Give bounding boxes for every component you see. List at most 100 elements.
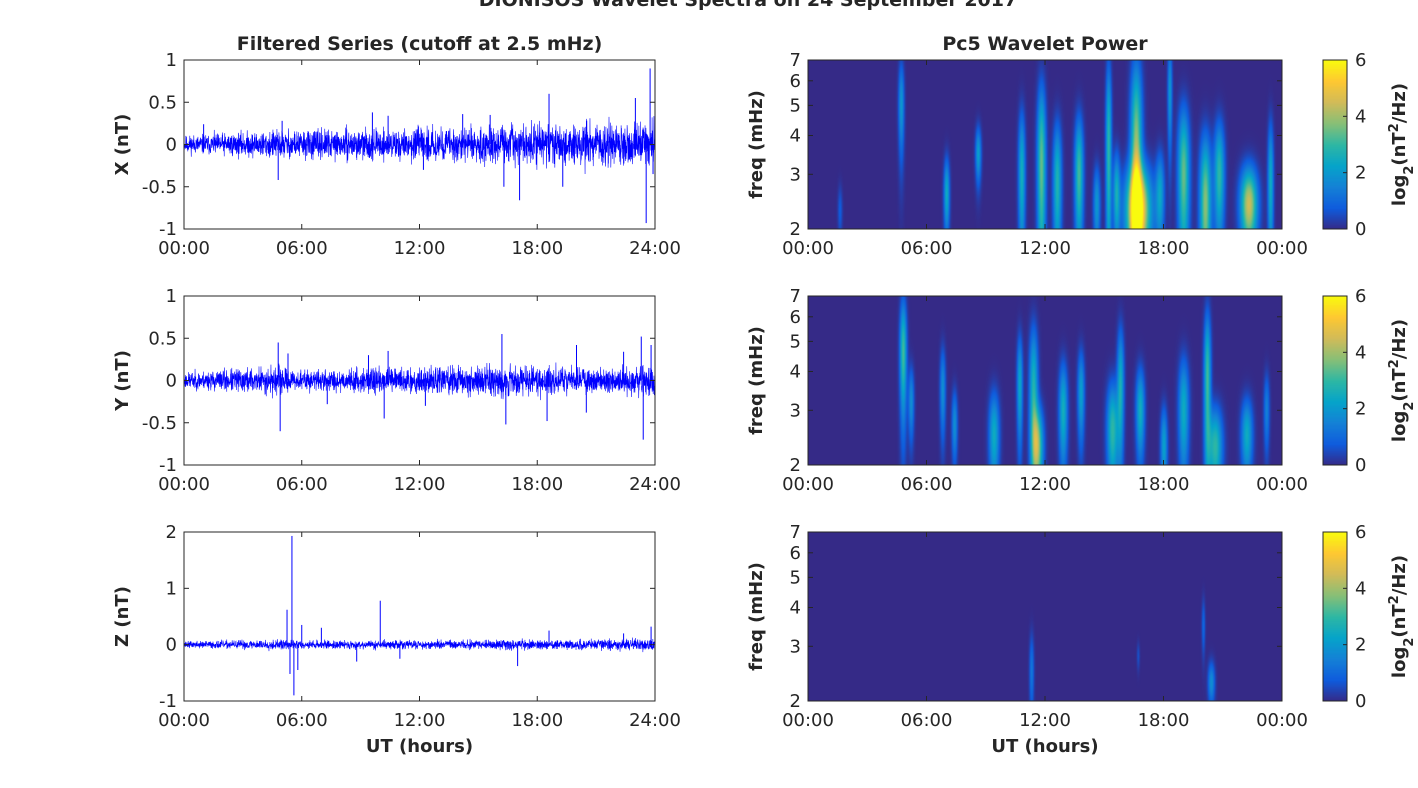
x-tick-label: 18:00	[511, 238, 563, 259]
wavelet-power-image	[808, 296, 1282, 465]
series-panel: 00:00 06:00 12:00 18:00 24:00 -1 -0.5 0 0.5 1 Y (n…	[112, 286, 681, 495]
colorbar-gradient	[1323, 532, 1347, 701]
y-tick-label: 4	[790, 361, 801, 382]
colorbar-tick-label: 4	[1355, 578, 1366, 599]
x-axis-label: UT (hours)	[991, 736, 1098, 757]
y-tick-label: -0.5	[142, 413, 177, 434]
colorbar-tick-label: 6	[1355, 50, 1366, 71]
colorbar-frame	[1322, 59, 1348, 230]
y-tick-label: -1	[159, 691, 177, 712]
x-tick-label: 18:00	[511, 474, 563, 495]
x-tick-label: 00:00	[782, 238, 834, 259]
x-tick-label: 00:00	[1256, 710, 1308, 731]
x-tick-label: 00:00	[782, 710, 834, 731]
y-tick-label: -0.5	[142, 177, 177, 198]
y-tick-label: 0	[166, 371, 177, 392]
x-tick-label: 06:00	[276, 238, 328, 259]
colorbar-tick-label: 0	[1355, 691, 1366, 712]
colorbar-tick-label: 4	[1355, 342, 1366, 363]
y-tick-label: 7	[790, 522, 801, 543]
x-tick-label: 06:00	[276, 710, 328, 731]
y-tick-label: 1	[166, 578, 177, 599]
series-line	[183, 116, 656, 174]
x-tick-label: 00:00	[158, 474, 210, 495]
colorbar: 0 2 4 6 log2(nT2/Hz)	[1322, 286, 1417, 476]
y-axis-label: freq (mHz)	[746, 326, 767, 435]
plot-frame	[183, 531, 656, 702]
y-tick-label: 0.5	[148, 92, 177, 113]
x-tick-label: 24:00	[629, 710, 681, 731]
panel-title: Pc5 Wavelet Power	[942, 33, 1148, 55]
y-tick-label: -1	[159, 455, 177, 476]
x-tick-label: 00:00	[158, 238, 210, 259]
colorbar-tick-label: 0	[1355, 219, 1366, 240]
y-tick-label: 5	[790, 331, 801, 352]
x-tick-label: 24:00	[629, 474, 681, 495]
x-tick-label: 06:00	[901, 474, 953, 495]
y-axis-label: freq (mHz)	[746, 90, 767, 199]
figure-title: DIONISOS Wavelet Spectra on 24 September…	[479, 0, 1017, 11]
x-tick-label: 12:00	[394, 710, 446, 731]
x-tick-label: 18:00	[1138, 474, 1190, 495]
colorbar-tick-label: 6	[1355, 286, 1366, 307]
y-tick-label: 5	[790, 567, 801, 588]
x-tick-label: 06:00	[901, 710, 953, 731]
series-panel: 00:00 06:00 12:00 18:00 24:00 -1 -0.5 0 0.5 1 X (n…	[112, 33, 681, 259]
x-tick-label: 12:00	[1019, 238, 1071, 259]
y-tick-label: 2	[790, 691, 801, 712]
y-tick-label: -1	[159, 219, 177, 240]
y-tick-label: 1	[166, 50, 177, 71]
y-tick-label: 6	[790, 307, 801, 328]
x-tick-label: 00:00	[782, 474, 834, 495]
y-axis-label: X (nT)	[112, 114, 133, 176]
y-tick-label: 5	[790, 95, 801, 116]
colorbar-label: log2(nT2/Hz)	[1387, 83, 1417, 206]
panel-title: Filtered Series (cutoff at 2.5 mHz)	[237, 33, 603, 55]
colorbar: 0 2 4 6 log2(nT2/Hz)	[1322, 50, 1417, 240]
x-tick-label: 00:00	[158, 710, 210, 731]
y-tick-label: 0	[166, 135, 177, 156]
wavelet-panel: 0 2 4 6 log2(nT2/Hz) 00:00 06:00 12:00 18:00 00:0…	[746, 33, 1417, 259]
y-tick-label: 4	[790, 125, 801, 146]
colorbar: 0 2 4 6 log2(nT2/Hz)	[1322, 522, 1417, 712]
colorbar-gradient	[1323, 296, 1347, 465]
colorbar-frame	[1322, 531, 1348, 702]
x-tick-label: 12:00	[394, 238, 446, 259]
y-tick-label: 3	[790, 636, 801, 657]
wavelet-power-image	[808, 532, 1282, 701]
series-line	[183, 637, 656, 653]
colorbar-tick-label: 2	[1355, 163, 1366, 184]
y-tick-label: 6	[790, 71, 801, 92]
colorbar-tick-label: 4	[1355, 106, 1366, 127]
y-tick-label: 0.5	[148, 328, 177, 349]
x-tick-label: 12:00	[1019, 710, 1071, 731]
y-tick-label: 3	[790, 164, 801, 185]
series-line	[183, 362, 656, 401]
y-tick-label: 2	[166, 522, 177, 543]
y-tick-label: 2	[790, 219, 801, 240]
y-tick-label: 3	[790, 400, 801, 421]
y-tick-label: 0	[166, 635, 177, 656]
x-axis-label: UT (hours)	[366, 736, 473, 757]
x-tick-label: 06:00	[901, 238, 953, 259]
y-tick-label: 6	[790, 543, 801, 564]
x-tick-label: 18:00	[511, 710, 563, 731]
colorbar-gradient	[1323, 60, 1347, 229]
wavelet-power-image	[808, 60, 1282, 229]
wavelet-panel: 0 2 4 6 log2(nT2/Hz) 00:00 06:00 12:00 18:00 00:0…	[746, 522, 1417, 757]
series-panel: 00:00 06:00 12:00 18:00 24:00 -1 0 1 2 Z (nT) UT (…	[112, 522, 681, 757]
y-tick-label: 2	[790, 455, 801, 476]
wavelet-panel: 0 2 4 6 log2(nT2/Hz) 00:00 06:00 12:00 18:00 00:0…	[746, 286, 1417, 495]
colorbar-tick-label: 0	[1355, 455, 1366, 476]
colorbar-label: log2(nT2/Hz)	[1387, 555, 1417, 678]
y-tick-label: 4	[790, 597, 801, 618]
colorbar-tick-label: 2	[1355, 399, 1366, 420]
x-tick-label: 00:00	[1256, 238, 1308, 259]
colorbar-tick-label: 2	[1355, 635, 1366, 656]
colorbar-frame	[1322, 295, 1348, 466]
x-tick-label: 00:00	[1256, 474, 1308, 495]
x-tick-label: 24:00	[629, 238, 681, 259]
colorbar-tick-label: 6	[1355, 522, 1366, 543]
colorbar-label: log2(nT2/Hz)	[1387, 319, 1417, 442]
